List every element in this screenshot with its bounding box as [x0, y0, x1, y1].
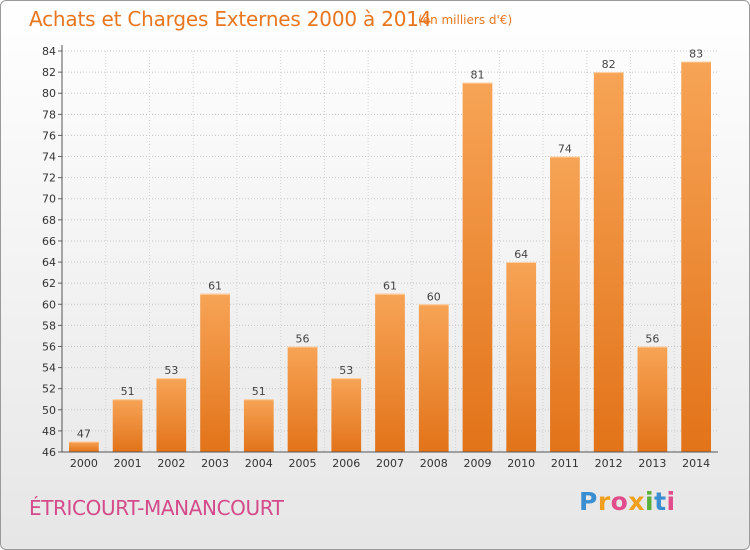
bar: [506, 262, 537, 452]
bar-value-label: 53: [339, 364, 353, 377]
y-tick-label: 54: [42, 362, 56, 375]
x-tick-label: 2011: [551, 457, 579, 470]
y-tick-label: 64: [42, 256, 56, 269]
y-tick-label: 72: [42, 172, 56, 185]
chart-title: Achats et Charges Externes 2000 à 2014: [29, 7, 432, 31]
x-tick-label: 2005: [289, 457, 317, 470]
x-tick-label: 2008: [420, 457, 448, 470]
bar: [550, 156, 580, 453]
bar: [637, 346, 668, 452]
y-tick-label: 78: [42, 108, 56, 121]
bars: [68, 61, 712, 453]
bar-value-label: 60: [427, 290, 441, 303]
bar: [68, 441, 99, 452]
chart-subtitle: (en milliers d'€): [418, 13, 513, 27]
x-tick-label: 2000: [70, 457, 98, 470]
y-tick-label: 68: [42, 214, 56, 227]
bar: [681, 61, 712, 452]
y-tick-label: 66: [42, 235, 56, 248]
bar: [418, 304, 449, 452]
x-tick-label: 2014: [682, 457, 710, 470]
bar-value-label: 56: [645, 332, 659, 345]
bar: [287, 346, 318, 452]
y-tick-label: 48: [42, 425, 56, 438]
x-tick-label: 2004: [245, 457, 273, 470]
logo-letter: t: [654, 487, 667, 516]
bar: [462, 82, 493, 452]
x-tick-label: 2006: [332, 457, 360, 470]
y-tick-label: 74: [42, 151, 56, 164]
bar: [200, 293, 230, 452]
y-tick-label: 80: [42, 87, 56, 100]
y-tick-label: 50: [42, 404, 56, 417]
logo-letter: i: [645, 487, 655, 516]
bar-value-label: 61: [208, 280, 222, 293]
y-tick-label: 60: [42, 298, 56, 311]
proxiti-logo: Proxiti: [579, 487, 676, 516]
x-tick-label: 2012: [595, 457, 623, 470]
bar-value-label: 51: [252, 385, 266, 398]
bar-value-label: 53: [164, 364, 178, 377]
bar-value-label: 61: [383, 280, 397, 293]
bar-value-label: 64: [514, 248, 528, 261]
bar-value-label: 74: [558, 143, 572, 156]
x-tick-label: 2009: [463, 457, 491, 470]
bar: [375, 293, 405, 452]
x-tick-label: 2007: [376, 457, 404, 470]
bar-value-label: 81: [470, 69, 484, 82]
bar: [593, 72, 624, 453]
x-tick-label: 2013: [638, 457, 666, 470]
bar-value-label: 51: [121, 385, 135, 398]
bar-value-label: 83: [689, 48, 703, 61]
x-tick-label: 2001: [114, 457, 142, 470]
commune-name: ÉTRICOURT-MANANCOURT: [29, 496, 284, 520]
bar: [243, 399, 274, 452]
x-tick-label: 2003: [201, 457, 229, 470]
bar: [331, 378, 362, 452]
logo-letter: r: [597, 487, 611, 516]
y-tick-label: 46: [42, 446, 56, 459]
bar-value-label: 82: [602, 58, 616, 71]
y-tick-label: 62: [42, 277, 56, 290]
logo-letter: i: [666, 487, 676, 516]
labels: 46 48 50 52 54 56 58 60 62 64 66 68 70 72 74 76 78 80 82 84…: [42, 45, 710, 470]
y-tick-label: 56: [42, 340, 56, 353]
bar-value-label: 56: [296, 332, 310, 345]
logo-letter: x: [628, 487, 645, 516]
y-tick-label: 58: [42, 319, 56, 332]
y-tick-label: 82: [42, 66, 56, 79]
x-tick-label: 2010: [507, 457, 535, 470]
axes: [58, 45, 718, 453]
x-tick-label: 2002: [157, 457, 185, 470]
y-tick-label: 84: [42, 45, 56, 58]
bar: [112, 399, 143, 452]
bar: [156, 378, 187, 452]
logo-letter: o: [610, 487, 629, 516]
y-tick-label: 70: [42, 193, 56, 206]
y-tick-label: 76: [42, 129, 56, 142]
logo-letter: P: [579, 487, 598, 516]
bar-value-label: 47: [77, 427, 91, 440]
y-tick-label: 52: [42, 383, 56, 396]
